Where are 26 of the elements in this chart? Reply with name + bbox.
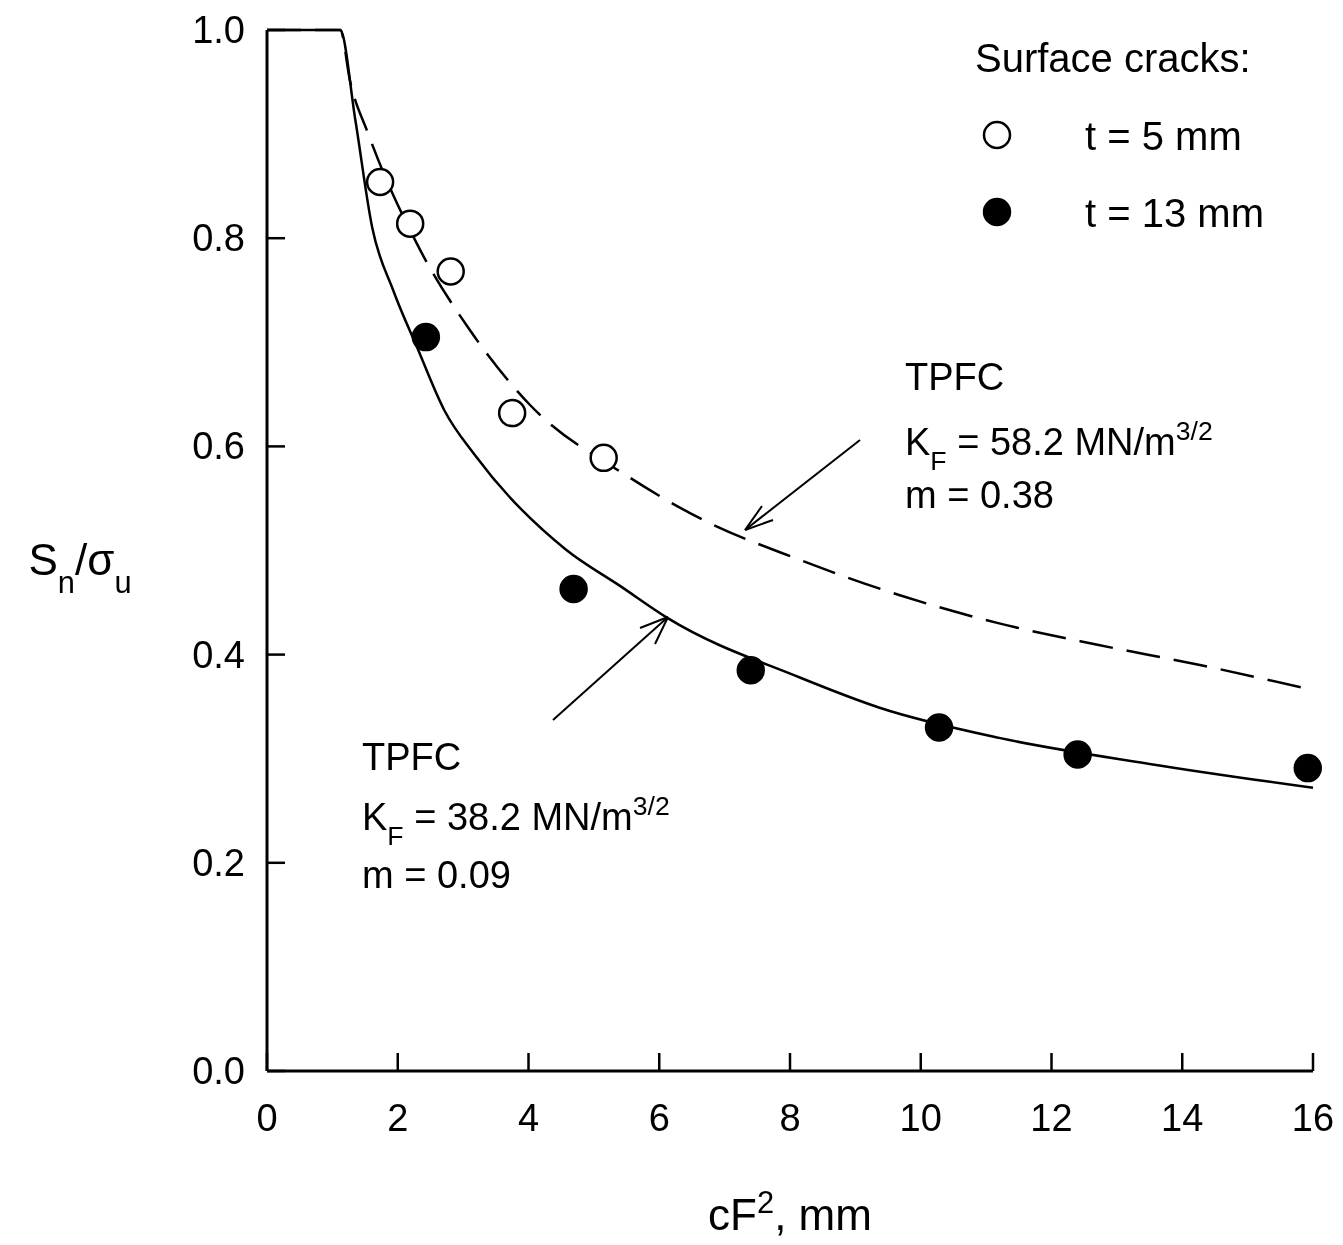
x-tick-label: 6: [648, 1097, 670, 1139]
annotation: TPFC: [905, 356, 1005, 398]
x-tick-label: 2: [387, 1097, 409, 1139]
y-tick-label: 1.0: [192, 9, 245, 51]
legend-title: Surface cracks:: [975, 36, 1251, 80]
y-tick-label: 0.0: [192, 1050, 245, 1092]
annotation: m = 0.38: [905, 474, 1054, 516]
annotation: K$_{F}$ = 38.2 MN/m$^{3/2}$: [362, 791, 670, 851]
x-tick-label: 16: [1291, 1097, 1335, 1139]
annotation: K$_{F}$ = 58.2 MN/m$^{3/2}$: [905, 416, 1213, 476]
y-axis-title: S$_{n}$/σ$_{u}$: [28, 535, 132, 600]
legend-label: t = 13 mm: [1085, 191, 1264, 235]
x-axis-title: cF$^{2}$, mm: [708, 1184, 872, 1239]
x-tick-label: 4: [517, 1097, 540, 1139]
x-tick-label: 12: [1030, 1097, 1073, 1139]
annotation: m = 0.09: [362, 854, 511, 896]
x-tick-label: 10: [899, 1097, 942, 1139]
y-tick-label: 0.8: [192, 217, 245, 260]
x-tick-label: 0: [256, 1097, 278, 1139]
x-tick-label: 14: [1161, 1097, 1204, 1139]
annotation: TPFC: [362, 736, 462, 778]
y-tick-label: 0.6: [192, 425, 245, 468]
y-tick-label: 0.2: [192, 841, 245, 884]
x-tick-label: 8: [779, 1097, 801, 1139]
legend-label: t = 5 mm: [1085, 114, 1242, 158]
y-tick-label: 0.4: [192, 633, 245, 676]
